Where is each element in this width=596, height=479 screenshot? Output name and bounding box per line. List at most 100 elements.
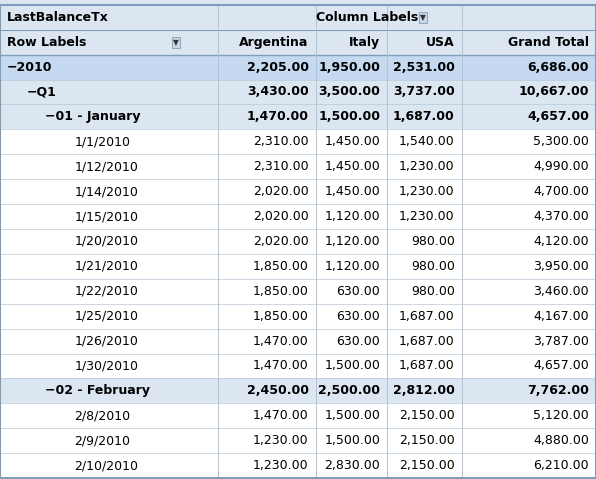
Text: 1,120.00: 1,120.00: [325, 260, 380, 273]
Text: 1,500.00: 1,500.00: [324, 434, 380, 447]
Text: 1/25/2010: 1/25/2010: [74, 309, 138, 323]
Text: 1,230.00: 1,230.00: [399, 210, 455, 223]
Text: 1,687.00: 1,687.00: [399, 334, 455, 348]
Text: 3,460.00: 3,460.00: [533, 285, 589, 298]
Text: 2,150.00: 2,150.00: [399, 409, 455, 422]
Bar: [0, 179, 596, 204]
Text: 1,500.00: 1,500.00: [324, 409, 380, 422]
Text: USA: USA: [426, 35, 455, 49]
Text: 1,950.00: 1,950.00: [318, 60, 380, 74]
Text: ▼: ▼: [420, 13, 426, 22]
Text: 2,450.00: 2,450.00: [247, 384, 309, 398]
Text: 1,687.00: 1,687.00: [393, 110, 455, 124]
Text: −2010: −2010: [7, 60, 52, 74]
Text: 3,950.00: 3,950.00: [533, 260, 589, 273]
Text: −Q1: −Q1: [27, 85, 57, 99]
Text: 2,205.00: 2,205.00: [247, 60, 309, 74]
Text: 1/14/2010: 1/14/2010: [74, 185, 138, 198]
Text: 1,500.00: 1,500.00: [318, 110, 380, 124]
Bar: [0, 403, 596, 428]
Text: 10,667.00: 10,667.00: [519, 85, 589, 99]
Text: 980.00: 980.00: [411, 260, 455, 273]
Text: −01 - January: −01 - January: [45, 110, 140, 124]
Bar: [0, 80, 596, 104]
Text: 4,657.00: 4,657.00: [527, 110, 589, 124]
Text: 1/1/2010: 1/1/2010: [74, 135, 131, 148]
Text: 4,880.00: 4,880.00: [533, 434, 589, 447]
Text: 1,450.00: 1,450.00: [324, 135, 380, 148]
Text: 1,500.00: 1,500.00: [324, 359, 380, 373]
Text: 1,120.00: 1,120.00: [325, 235, 380, 248]
Text: 2,812.00: 2,812.00: [393, 384, 455, 398]
Text: 4,370.00: 4,370.00: [533, 210, 589, 223]
Bar: [0, 354, 596, 378]
Text: 2/9/2010: 2/9/2010: [74, 434, 131, 447]
Text: 5,120.00: 5,120.00: [533, 409, 589, 422]
Text: 1,850.00: 1,850.00: [253, 309, 309, 323]
Text: 1,850.00: 1,850.00: [253, 260, 309, 273]
Text: 1,120.00: 1,120.00: [325, 210, 380, 223]
Text: 1/12/2010: 1/12/2010: [74, 160, 138, 173]
Bar: [0, 304, 596, 329]
Text: 2,020.00: 2,020.00: [253, 235, 309, 248]
Bar: [0, 428, 596, 453]
Bar: [0, 254, 596, 279]
Text: 1,687.00: 1,687.00: [399, 309, 455, 323]
Text: 6,210.00: 6,210.00: [533, 459, 589, 472]
Text: 1,850.00: 1,850.00: [253, 285, 309, 298]
Bar: [0, 204, 596, 229]
Text: Row Labels: Row Labels: [7, 35, 86, 49]
Text: Column Labels: Column Labels: [316, 11, 418, 24]
Text: 1,540.00: 1,540.00: [399, 135, 455, 148]
Text: 980.00: 980.00: [411, 285, 455, 298]
Text: 1/22/2010: 1/22/2010: [74, 285, 138, 298]
Text: 1,450.00: 1,450.00: [324, 185, 380, 198]
Text: 1,230.00: 1,230.00: [253, 434, 309, 447]
Text: 3,737.00: 3,737.00: [393, 85, 455, 99]
Text: 2,310.00: 2,310.00: [253, 135, 309, 148]
Text: 1,470.00: 1,470.00: [247, 110, 309, 124]
Text: 980.00: 980.00: [411, 235, 455, 248]
Text: 1,470.00: 1,470.00: [253, 409, 309, 422]
Text: 1,470.00: 1,470.00: [253, 359, 309, 373]
Text: 5,300.00: 5,300.00: [533, 135, 589, 148]
Text: 4,990.00: 4,990.00: [533, 160, 589, 173]
Bar: [0, 5, 596, 30]
Text: 630.00: 630.00: [337, 309, 380, 323]
Text: 1,230.00: 1,230.00: [253, 459, 309, 472]
Text: LastBalanceTx: LastBalanceTx: [7, 11, 109, 24]
Text: Argentina: Argentina: [240, 35, 309, 49]
Bar: [0, 55, 596, 80]
Text: 2,020.00: 2,020.00: [253, 185, 309, 198]
Text: 1/20/2010: 1/20/2010: [74, 235, 138, 248]
Text: 1/15/2010: 1/15/2010: [74, 210, 138, 223]
Text: 1/26/2010: 1/26/2010: [74, 334, 138, 348]
Text: 3,500.00: 3,500.00: [318, 85, 380, 99]
Text: 630.00: 630.00: [337, 334, 380, 348]
Text: 2,020.00: 2,020.00: [253, 210, 309, 223]
Text: ▼: ▼: [173, 38, 179, 46]
Text: 2,531.00: 2,531.00: [393, 60, 455, 74]
Text: 2,310.00: 2,310.00: [253, 160, 309, 173]
Text: 4,167.00: 4,167.00: [533, 309, 589, 323]
Text: −02 - February: −02 - February: [45, 384, 150, 398]
Text: 1,470.00: 1,470.00: [253, 334, 309, 348]
Text: 3,787.00: 3,787.00: [533, 334, 589, 348]
Bar: [0, 453, 596, 478]
Text: Grand Total: Grand Total: [508, 35, 589, 49]
Text: 2,500.00: 2,500.00: [318, 384, 380, 398]
Text: 2,150.00: 2,150.00: [399, 459, 455, 472]
Bar: [0, 30, 596, 55]
Bar: [0, 329, 596, 354]
Text: 2,830.00: 2,830.00: [324, 459, 380, 472]
Bar: [0, 279, 596, 304]
Text: 6,686.00: 6,686.00: [527, 60, 589, 74]
Text: 1,687.00: 1,687.00: [399, 359, 455, 373]
Text: 4,700.00: 4,700.00: [533, 185, 589, 198]
Text: 2/8/2010: 2/8/2010: [74, 409, 131, 422]
Text: 1,450.00: 1,450.00: [324, 160, 380, 173]
Text: 4,657.00: 4,657.00: [533, 359, 589, 373]
Text: 7,762.00: 7,762.00: [527, 384, 589, 398]
Text: 1/30/2010: 1/30/2010: [74, 359, 138, 373]
Text: Italy: Italy: [349, 35, 380, 49]
